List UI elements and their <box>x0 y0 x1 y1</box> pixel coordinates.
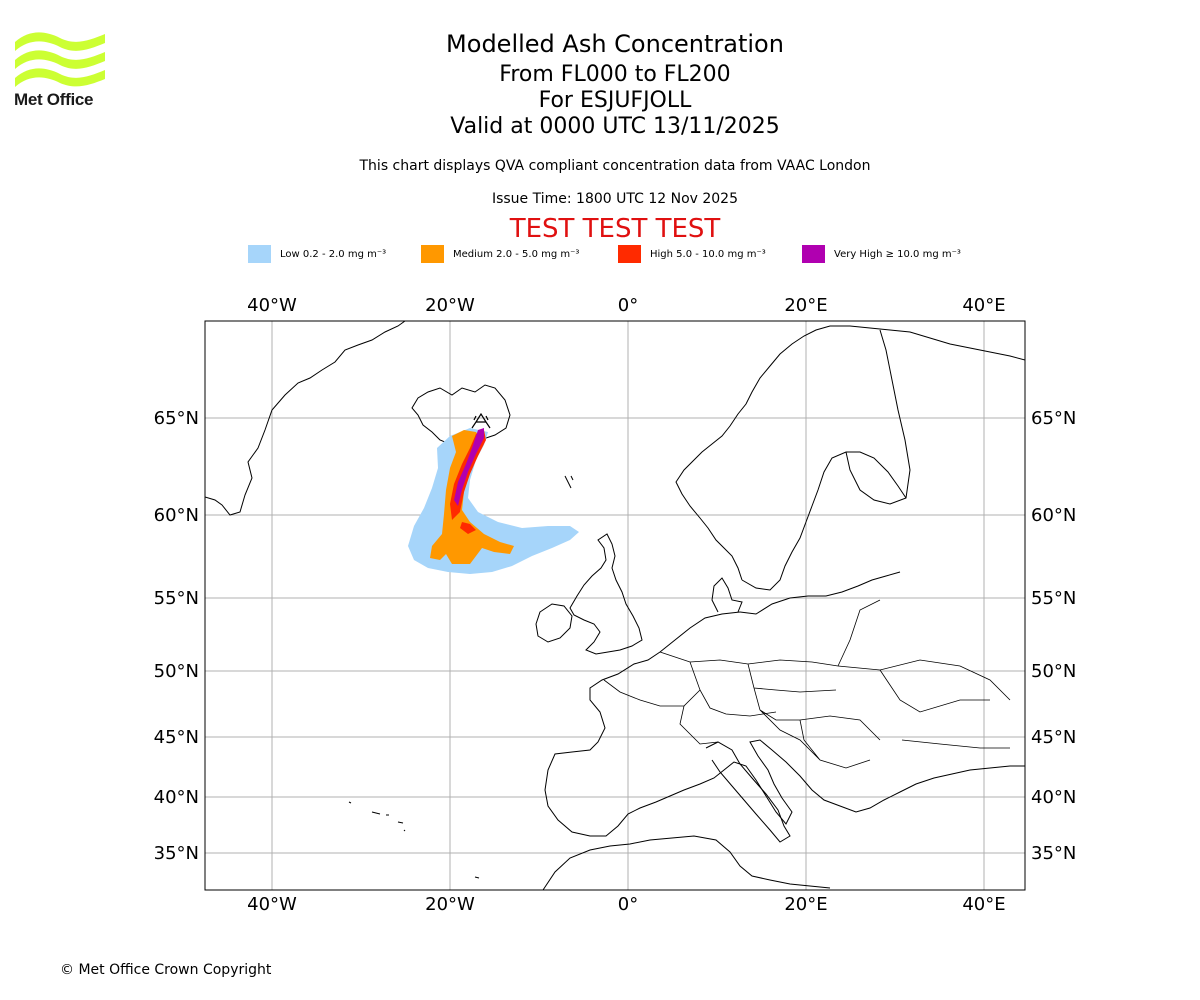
flight-levels: From FL000 to FL200 <box>499 62 731 87</box>
legend-item-very-high: Very High ≥ 10.0 mg m⁻³ <box>802 244 961 264</box>
legend-label-high: High 5.0 - 10.0 mg m⁻³ <box>650 248 766 260</box>
lat-label-right: 55°N <box>1031 588 1076 609</box>
volcano-name: For ESJUFJOLL <box>538 88 692 113</box>
lat-label-right: 35°N <box>1031 843 1076 864</box>
sweden-coast <box>741 451 907 591</box>
coastlines <box>205 321 1025 890</box>
lat-label-left: 55°N <box>154 588 199 609</box>
logo-text: Met Office <box>14 90 94 109</box>
ash-plume <box>408 412 579 574</box>
lon-label-top: 20°E <box>784 295 827 316</box>
lon-label-top: 40°E <box>962 295 1005 316</box>
lat-label-right: 60°N <box>1031 505 1076 526</box>
lat-label-left: 40°N <box>154 787 199 808</box>
legend-label-very-high: Very High ≥ 10.0 mg m⁻³ <box>834 248 961 260</box>
volcano-marker <box>471 412 491 429</box>
great-britain-coast <box>569 533 643 655</box>
legend-swatch-low <box>248 245 271 263</box>
lon-label-bottom: 20°E <box>784 894 827 915</box>
map-frame <box>204 320 1026 891</box>
lat-label-left: 50°N <box>154 661 199 682</box>
valid-time: Valid at 0000 UTC 13/11/2025 <box>450 114 780 139</box>
met-office-logo: Met Office <box>14 30 114 110</box>
legend-label-low: Low 0.2 - 2.0 mg m⁻³ <box>280 248 387 260</box>
lon-label-top: 20°W <box>425 295 475 316</box>
baltic-coast <box>739 571 901 615</box>
chart-title: Modelled Ash Concentration <box>446 30 784 58</box>
met-office-wave-icon <box>15 32 105 87</box>
legend-swatch-medium <box>421 245 444 263</box>
lon-label-bottom: 40°E <box>962 894 1005 915</box>
scandinavia-coast <box>675 325 1025 581</box>
graticule <box>205 321 1025 890</box>
lat-label-right: 40°N <box>1031 787 1076 808</box>
lat-label-left: 45°N <box>154 727 199 748</box>
test-banner: TEST TEST TEST <box>509 214 721 244</box>
continent-coast <box>544 611 1025 837</box>
lat-label-right: 45°N <box>1031 727 1076 748</box>
faroe-coast <box>564 475 574 489</box>
azores-islands <box>348 801 406 832</box>
country-borders <box>603 599 1011 769</box>
legend-label-medium: Medium 2.0 - 5.0 mg m⁻³ <box>453 248 580 260</box>
ireland-coast <box>535 603 573 643</box>
finland-coast <box>845 329 911 505</box>
lat-label-right: 65°N <box>1031 408 1076 429</box>
issue-time: Issue Time: 1800 UTC 12 Nov 2025 <box>491 191 739 207</box>
lon-label-bottom: 0° <box>618 894 638 915</box>
lat-label-left: 65°N <box>154 408 199 429</box>
lat-label-left: 60°N <box>154 505 199 526</box>
africa-coast <box>542 835 831 890</box>
italy-coast <box>705 741 791 843</box>
greenland-coast <box>205 321 406 516</box>
copyright: © Met Office Crown Copyright <box>60 962 272 978</box>
ash-very-high <box>454 428 484 506</box>
legend-item-high: High 5.0 - 10.0 mg m⁻³ <box>618 244 766 264</box>
legend-swatch-high <box>618 245 641 263</box>
lon-label-top: 0° <box>618 295 638 316</box>
lon-label-bottom: 40°W <box>247 894 297 915</box>
legend-swatch-very-high <box>802 245 825 263</box>
denmark-coast <box>711 577 743 613</box>
ash-medium <box>430 430 514 564</box>
axis-labels: 40°W 40°W 20°W 20°W 0° 0° 20°E 20°E 40°E 40°E 65°N… <box>154 295 1077 915</box>
chart-description: This chart displays QVA compliant concen… <box>359 158 871 174</box>
lat-label-right: 50°N <box>1031 661 1076 682</box>
lat-label-left: 35°N <box>154 843 199 864</box>
legend-item-medium: Medium 2.0 - 5.0 mg m⁻³ <box>421 244 579 264</box>
ash-high <box>450 430 486 534</box>
legend-item-low: Low 0.2 - 2.0 mg m⁻³ <box>248 244 386 264</box>
lon-label-top: 40°W <box>247 295 297 316</box>
lon-label-bottom: 20°W <box>425 894 475 915</box>
madeira-island <box>474 876 480 879</box>
